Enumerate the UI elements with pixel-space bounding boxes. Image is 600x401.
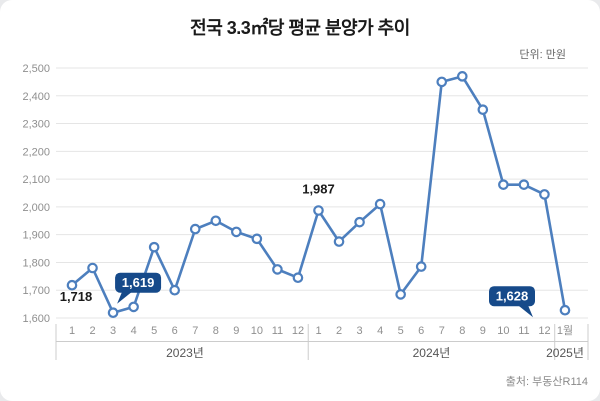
x-axis-tick-label: 5 — [398, 325, 404, 337]
x-axis-tick-label: 10 — [251, 325, 263, 337]
year-label: 2024년 — [413, 346, 451, 360]
data-point-marker — [128, 301, 139, 313]
data-point-marker — [354, 216, 365, 228]
highlight-badge-label: 1,628 — [496, 289, 529, 304]
x-axis-tick-label: 2 — [336, 325, 342, 337]
y-axis-tick-label: 1,800 — [22, 257, 50, 269]
y-axis-tick-label: 2,500 — [22, 63, 50, 75]
x-axis-tick-label: 12 — [538, 325, 550, 337]
data-point-marker — [518, 179, 530, 190]
data-point-marker — [436, 76, 448, 88]
data-point-marker — [292, 272, 304, 284]
data-point-marker — [272, 264, 283, 275]
highlight-badge-label: 1,619 — [122, 275, 155, 290]
y-axis-tick-label: 1,700 — [22, 285, 50, 297]
data-point-marker — [87, 262, 98, 274]
data-point-marker — [374, 198, 386, 210]
year-label: 2023년 — [166, 346, 204, 360]
x-axis-tick-label: 1 — [315, 325, 321, 337]
x-axis-tick-label: 1월 — [557, 324, 573, 337]
data-point-marker — [395, 289, 406, 300]
x-axis-tick-label: 6 — [418, 325, 424, 337]
data-point-marker — [107, 307, 119, 319]
data-point-marker — [148, 241, 160, 253]
data-label: 1,718 — [60, 289, 93, 304]
data-point-marker — [498, 179, 509, 190]
x-axis-tick-label: 4 — [377, 325, 383, 337]
data-point-marker — [539, 189, 550, 200]
highlight-badge-pointer — [117, 291, 133, 304]
data-label: 1,987 — [302, 182, 335, 197]
source-label: 출처: 부동산R114 — [505, 376, 588, 388]
y-axis-tick-label: 2,400 — [22, 91, 50, 103]
data-point-marker — [477, 104, 489, 115]
x-axis-tick-label: 4 — [131, 325, 137, 337]
x-axis-tick-label: 9 — [480, 325, 486, 337]
x-axis-tick-label: 1 — [69, 325, 75, 337]
y-axis-tick-label: 1,600 — [22, 313, 50, 325]
y-axis-tick-label: 2,100 — [22, 174, 50, 186]
data-point-marker — [559, 304, 571, 316]
year-label: 2025년 — [546, 346, 584, 360]
data-point-marker — [231, 226, 242, 238]
y-axis-tick-label: 1,900 — [22, 230, 50, 242]
data-point-marker — [210, 215, 222, 227]
x-axis-tick-label: 11 — [518, 325, 529, 337]
y-axis-tick-label: 2,300 — [22, 119, 50, 131]
highlight-badge — [489, 286, 535, 307]
data-point-marker — [66, 279, 78, 291]
x-axis-tick-label: 5 — [151, 325, 157, 337]
x-axis-tick-label: 3 — [110, 325, 116, 337]
data-point-marker — [251, 233, 263, 245]
highlight-badge — [115, 272, 162, 293]
data-point-marker — [169, 284, 181, 296]
x-axis-tick-label: 2 — [89, 325, 95, 337]
x-axis-tick-label: 7 — [439, 325, 445, 337]
chart-title: 전국 3.3㎡당 평균 분양가 추이 — [190, 18, 410, 38]
y-axis-tick-label: 2,000 — [22, 202, 50, 214]
x-axis-tick-label: 10 — [497, 325, 509, 337]
x-axis-tick-label: 6 — [172, 325, 178, 337]
x-axis-tick-label: 3 — [357, 325, 363, 337]
y-axis-tick-label: 2,200 — [22, 146, 50, 158]
x-axis-tick-label: 11 — [272, 325, 283, 337]
data-point-marker — [313, 205, 324, 216]
unit-label: 단위: 만원 — [519, 49, 566, 61]
x-axis-tick-label: 7 — [192, 325, 198, 337]
x-axis-tick-label: 9 — [233, 325, 239, 337]
data-point-marker — [333, 236, 345, 247]
x-axis-tick-label: 12 — [292, 325, 304, 337]
data-point-marker — [415, 261, 427, 272]
data-point-marker — [456, 71, 468, 82]
highlight-badge-pointer — [518, 305, 533, 318]
data-point-marker — [189, 223, 201, 235]
x-axis-tick-label: 8 — [459, 325, 465, 337]
x-axis-tick-label: 8 — [213, 325, 219, 337]
